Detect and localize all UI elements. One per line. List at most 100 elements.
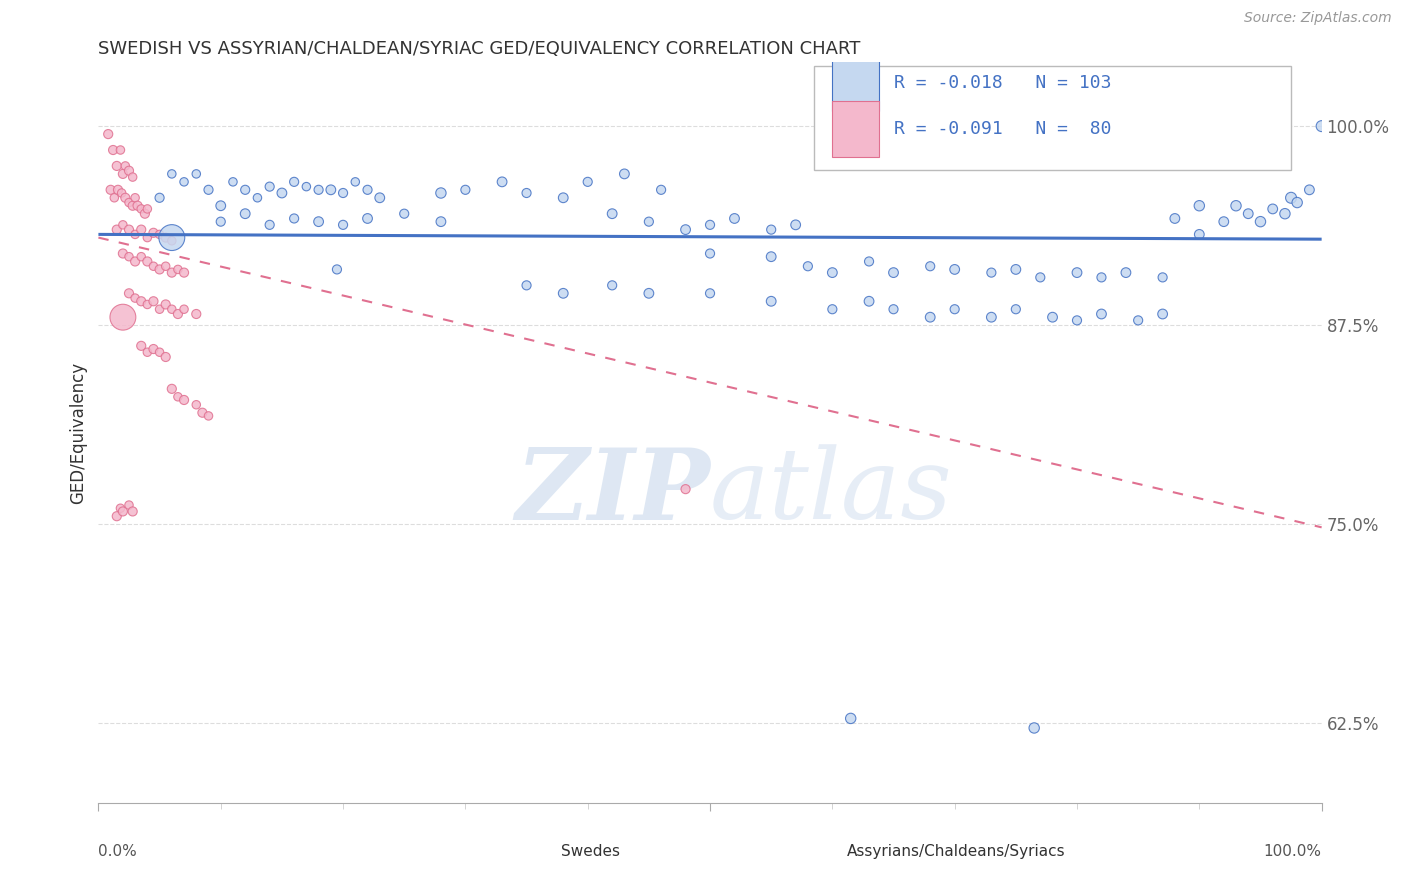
Point [637,214,661,228]
Point [186,398,208,412]
Point [1225,199,1247,213]
Point [100,183,122,197]
Point [124,191,146,205]
Point [283,211,305,226]
Point [197,409,219,423]
Point [118,222,141,236]
Point [191,406,214,420]
Point [699,246,721,260]
Point [186,167,208,181]
Point [600,278,623,293]
Point [723,211,745,226]
Point [142,294,165,309]
Point [1152,307,1174,321]
Point [821,266,844,280]
Point [553,191,575,205]
Point [101,143,124,157]
Point [980,310,1002,325]
Point [943,262,966,277]
Point [1066,313,1088,327]
Point [553,286,575,301]
Point [111,246,134,260]
Point [129,202,152,216]
Point [761,294,783,309]
Point [149,191,172,205]
Point [1128,313,1150,327]
Point [118,163,141,178]
Point [920,259,942,273]
Point [136,254,159,268]
Point [1029,270,1052,285]
Point [110,501,132,516]
Point [259,218,281,232]
Point [943,302,966,317]
Point [197,183,219,197]
Point [136,345,159,359]
Point [103,191,125,205]
Point [105,222,128,236]
Point [118,286,141,301]
Point [576,175,599,189]
Point [155,259,177,273]
Point [515,186,537,200]
Point [675,482,697,496]
Point [124,254,146,268]
Point [111,310,134,325]
Point [295,179,318,194]
Point [160,230,183,244]
Point [883,302,905,317]
Point [650,183,672,197]
Point [883,266,905,280]
Point [613,167,636,181]
Point [1024,721,1046,735]
Point [155,297,177,311]
Point [209,199,232,213]
Point [332,218,354,232]
Point [637,286,661,301]
Point [368,191,391,205]
Point [920,310,942,325]
Point [149,302,172,317]
Point [308,214,330,228]
Text: 100.0%: 100.0% [1264,845,1322,859]
Point [356,211,378,226]
Point [136,202,159,216]
Point [1090,270,1112,285]
Point [136,230,159,244]
Point [491,175,513,189]
Point [142,259,165,273]
Point [1286,195,1309,210]
Point [167,390,190,404]
Point [326,262,349,277]
Point [980,266,1002,280]
Point [761,222,783,236]
Point [515,278,537,293]
Point [155,350,177,364]
Point [392,207,416,221]
Point [111,218,134,232]
Point [114,159,136,173]
Y-axis label: GED/Equivalency: GED/Equivalency [69,361,87,504]
Point [136,297,159,311]
Point [675,222,697,236]
Point [270,186,294,200]
Point [149,227,172,242]
Point [600,207,623,221]
Point [1249,214,1271,228]
Point [173,392,195,407]
Bar [832,54,879,111]
Point [761,250,783,264]
Point [118,498,141,512]
Point [283,175,305,189]
Point [114,191,136,205]
Point [839,711,862,725]
Point [129,250,152,264]
Point [430,214,453,228]
Point [1090,307,1112,321]
Text: R = -0.018   N = 103: R = -0.018 N = 103 [893,73,1111,92]
Point [319,183,342,197]
Text: SWEDISH VS ASSYRIAN/CHALDEAN/SYRIAC GED/EQUIVALENCY CORRELATION CHART: SWEDISH VS ASSYRIAN/CHALDEAN/SYRIAC GED/… [98,40,860,58]
Point [1042,310,1064,325]
Point [356,183,378,197]
Point [1274,207,1296,221]
